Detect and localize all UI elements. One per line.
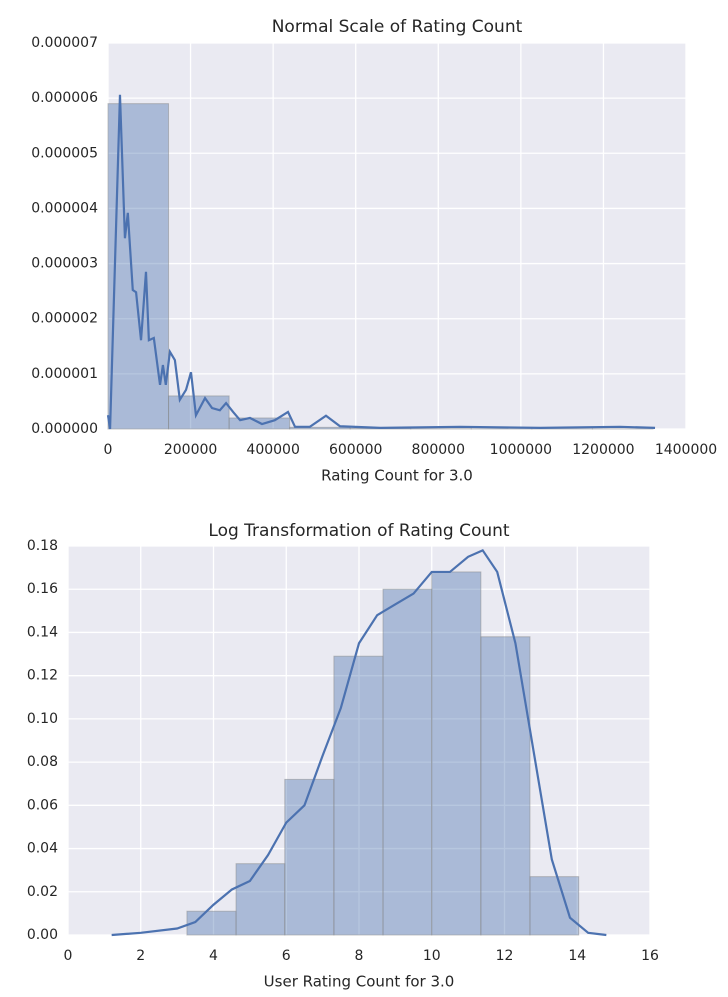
x-tick-label: 14 xyxy=(568,948,586,964)
chart-title: Normal Scale of Rating Count xyxy=(272,17,523,37)
chart-title: Log Transformation of Rating Count xyxy=(208,521,510,541)
histogram-bar xyxy=(235,863,286,936)
y-tick-label: 0.000003 xyxy=(31,256,98,272)
chart: Normal Scale of Rating Count Rating Count… xyxy=(31,17,717,485)
x-tick-label: 8 xyxy=(355,948,364,964)
y-tick-label: 0.06 xyxy=(27,797,58,813)
x-tick-label: 12 xyxy=(496,948,514,964)
x-tick-label: 0 xyxy=(104,442,113,458)
x-axis-label: Rating Count for 3.0 xyxy=(321,467,473,485)
x-tick-label: 0 xyxy=(64,948,73,964)
x-axis-label: User Rating Count for 3.0 xyxy=(264,973,455,991)
x-tick-label: 400000 xyxy=(246,442,299,458)
histogram-bar xyxy=(529,876,580,936)
y-tick-label: 0.000007 xyxy=(31,35,98,51)
histogram-bar xyxy=(333,655,384,936)
y-tick-label: 0.16 xyxy=(27,581,58,597)
x-tick-label: 6 xyxy=(282,948,291,964)
histogram-bar xyxy=(431,571,482,936)
y-tick-label: 0.02 xyxy=(27,884,58,900)
x-tick-label: 4 xyxy=(209,948,218,964)
y-tick-label: 0.000002 xyxy=(31,311,98,327)
y-tick-label: 0.04 xyxy=(27,841,58,857)
x-tick-label: 1400000 xyxy=(655,442,717,458)
y-tick-label: 0.10 xyxy=(27,711,58,727)
x-tick-label: 600000 xyxy=(329,442,382,458)
x-tick-label: 10 xyxy=(423,948,441,964)
x-tick-label: 2 xyxy=(136,948,145,964)
x-tick-label: 800000 xyxy=(412,442,465,458)
y-tick-label: 0.12 xyxy=(27,668,58,684)
plot-area xyxy=(108,43,686,429)
y-tick-label: 0.00 xyxy=(27,927,58,943)
x-tick-label: 16 xyxy=(641,948,659,964)
histogram-bar xyxy=(480,636,531,936)
y-tick-label: 0.14 xyxy=(27,624,58,640)
histogram-bar xyxy=(284,778,335,936)
histogram-bar xyxy=(382,588,433,936)
histogram-bar xyxy=(168,395,230,430)
x-tick-label: 200000 xyxy=(164,442,217,458)
y-tick-label: 0.000000 xyxy=(31,421,98,437)
y-tick-label: 0.000001 xyxy=(31,366,98,382)
x-tick-label: 1000000 xyxy=(490,442,552,458)
kde-line xyxy=(111,548,607,937)
y-tick-label: 0.08 xyxy=(27,754,58,770)
y-tick-label: 0.000005 xyxy=(31,145,98,161)
y-tick-label: 0.18 xyxy=(27,538,58,554)
y-tick-label: 0.000004 xyxy=(31,200,98,216)
chart: Log Transformation of Rating Count User R… xyxy=(27,521,659,991)
x-tick-label: 1200000 xyxy=(572,442,634,458)
kde-line xyxy=(106,94,656,430)
y-tick-label: 0.000006 xyxy=(31,90,98,106)
